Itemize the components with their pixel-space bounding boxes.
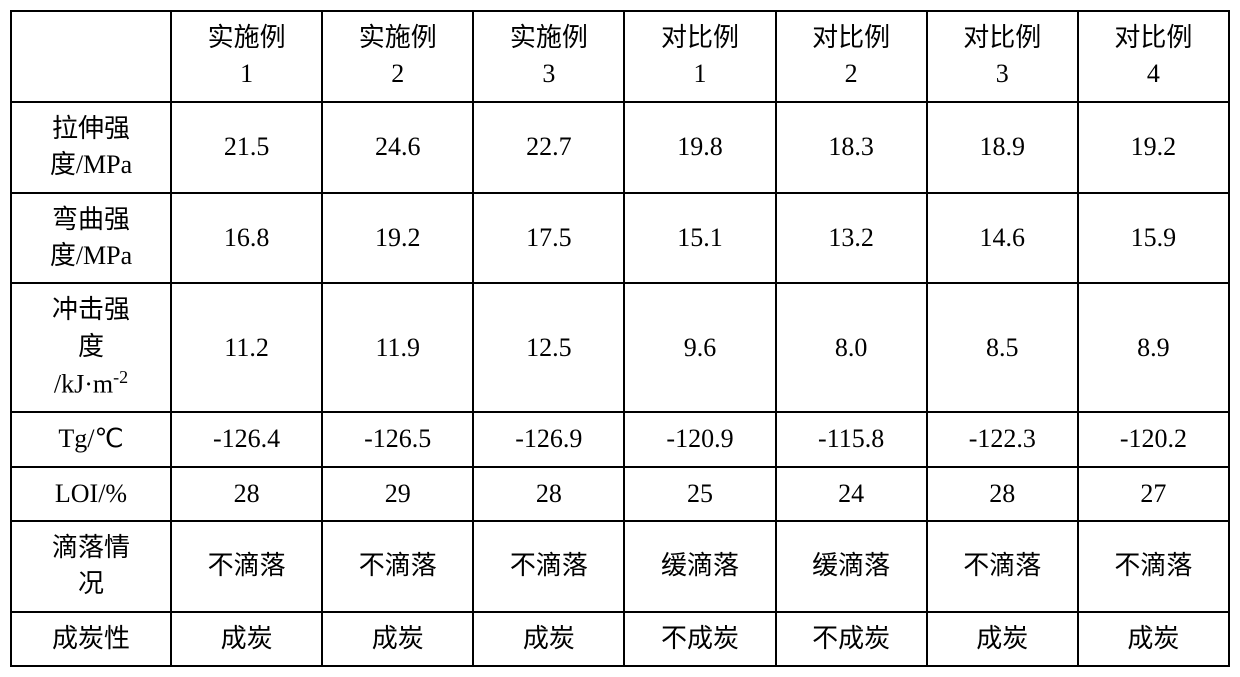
table-row: 滴落情况不滴落不滴落不滴落缓滴落缓滴落不滴落不滴落 bbox=[11, 521, 1229, 612]
data-cell: 成炭 bbox=[322, 612, 473, 666]
data-cell: 28 bbox=[473, 467, 624, 521]
table-row: 弯曲强度/MPa16.819.217.515.113.214.615.9 bbox=[11, 193, 1229, 284]
data-cell: -126.5 bbox=[322, 412, 473, 466]
data-cell: 8.9 bbox=[1078, 283, 1229, 412]
row-header-cell: Tg/℃ bbox=[11, 412, 171, 466]
data-cell: -122.3 bbox=[927, 412, 1078, 466]
table-header: 实施例1 实施例2 实施例3 对比例1 对比例2 对比例3 对比例4 bbox=[11, 11, 1229, 102]
row-header-cell: LOI/% bbox=[11, 467, 171, 521]
data-cell: 8.5 bbox=[927, 283, 1078, 412]
header-cell-col1: 实施例1 bbox=[171, 11, 322, 102]
data-cell: 不滴落 bbox=[1078, 521, 1229, 612]
header-cell-col2: 实施例2 bbox=[322, 11, 473, 102]
data-cell: 24 bbox=[776, 467, 927, 521]
data-cell: 不滴落 bbox=[322, 521, 473, 612]
data-cell: 14.6 bbox=[927, 193, 1078, 284]
data-cell: 不滴落 bbox=[171, 521, 322, 612]
row-header-cell: 拉伸强度/MPa bbox=[11, 102, 171, 193]
data-cell: 28 bbox=[171, 467, 322, 521]
header-cell-col5: 对比例2 bbox=[776, 11, 927, 102]
data-cell: -126.9 bbox=[473, 412, 624, 466]
data-cell: 22.7 bbox=[473, 102, 624, 193]
data-cell: 11.2 bbox=[171, 283, 322, 412]
data-cell: 15.9 bbox=[1078, 193, 1229, 284]
header-cell-col7: 对比例4 bbox=[1078, 11, 1229, 102]
data-cell: 28 bbox=[927, 467, 1078, 521]
data-cell: 9.6 bbox=[624, 283, 775, 412]
data-cell: 成炭 bbox=[927, 612, 1078, 666]
row-header-cell: 冲击强度/kJ·m-2 bbox=[11, 283, 171, 412]
table-row: 拉伸强度/MPa21.524.622.719.818.318.919.2 bbox=[11, 102, 1229, 193]
data-cell: -126.4 bbox=[171, 412, 322, 466]
table-row: Tg/℃-126.4-126.5-126.9-120.9-115.8-122.3… bbox=[11, 412, 1229, 466]
row-header-cell: 成炭性 bbox=[11, 612, 171, 666]
data-cell: 29 bbox=[322, 467, 473, 521]
data-cell: 25 bbox=[624, 467, 775, 521]
data-cell: 18.9 bbox=[927, 102, 1078, 193]
data-cell: 成炭 bbox=[171, 612, 322, 666]
data-cell: 不滴落 bbox=[927, 521, 1078, 612]
header-cell-col4: 对比例1 bbox=[624, 11, 775, 102]
data-cell: 11.9 bbox=[322, 283, 473, 412]
data-cell: 不成炭 bbox=[776, 612, 927, 666]
row-header-cell: 滴落情况 bbox=[11, 521, 171, 612]
header-cell-col3: 实施例3 bbox=[473, 11, 624, 102]
table-body: 拉伸强度/MPa21.524.622.719.818.318.919.2弯曲强度… bbox=[11, 102, 1229, 666]
data-cell: 12.5 bbox=[473, 283, 624, 412]
data-cell: 18.3 bbox=[776, 102, 927, 193]
table-row: 冲击强度/kJ·m-211.211.912.59.68.08.58.9 bbox=[11, 283, 1229, 412]
data-table-container: 实施例1 实施例2 实施例3 对比例1 对比例2 对比例3 对比例4 拉伸强度/… bbox=[10, 10, 1230, 667]
data-cell: 缓滴落 bbox=[624, 521, 775, 612]
data-cell: -115.8 bbox=[776, 412, 927, 466]
header-cell-col6: 对比例3 bbox=[927, 11, 1078, 102]
data-cell: 13.2 bbox=[776, 193, 927, 284]
data-cell: 缓滴落 bbox=[776, 521, 927, 612]
data-cell: 15.1 bbox=[624, 193, 775, 284]
data-cell: 17.5 bbox=[473, 193, 624, 284]
data-cell: 8.0 bbox=[776, 283, 927, 412]
data-cell: 27 bbox=[1078, 467, 1229, 521]
row-header-cell: 弯曲强度/MPa bbox=[11, 193, 171, 284]
data-cell: 19.2 bbox=[322, 193, 473, 284]
data-cell: 不滴落 bbox=[473, 521, 624, 612]
data-cell: 19.8 bbox=[624, 102, 775, 193]
data-cell: 24.6 bbox=[322, 102, 473, 193]
data-cell: 21.5 bbox=[171, 102, 322, 193]
data-cell: 成炭 bbox=[473, 612, 624, 666]
data-cell: 16.8 bbox=[171, 193, 322, 284]
data-cell: 19.2 bbox=[1078, 102, 1229, 193]
data-table: 实施例1 实施例2 实施例3 对比例1 对比例2 对比例3 对比例4 拉伸强度/… bbox=[10, 10, 1230, 667]
table-row: 成炭性成炭成炭成炭不成炭不成炭成炭成炭 bbox=[11, 612, 1229, 666]
data-cell: 不成炭 bbox=[624, 612, 775, 666]
data-cell: 成炭 bbox=[1078, 612, 1229, 666]
table-header-row: 实施例1 实施例2 实施例3 对比例1 对比例2 对比例3 对比例4 bbox=[11, 11, 1229, 102]
data-cell: -120.9 bbox=[624, 412, 775, 466]
data-cell: -120.2 bbox=[1078, 412, 1229, 466]
table-row: LOI/%28292825242827 bbox=[11, 467, 1229, 521]
header-cell-empty bbox=[11, 11, 171, 102]
